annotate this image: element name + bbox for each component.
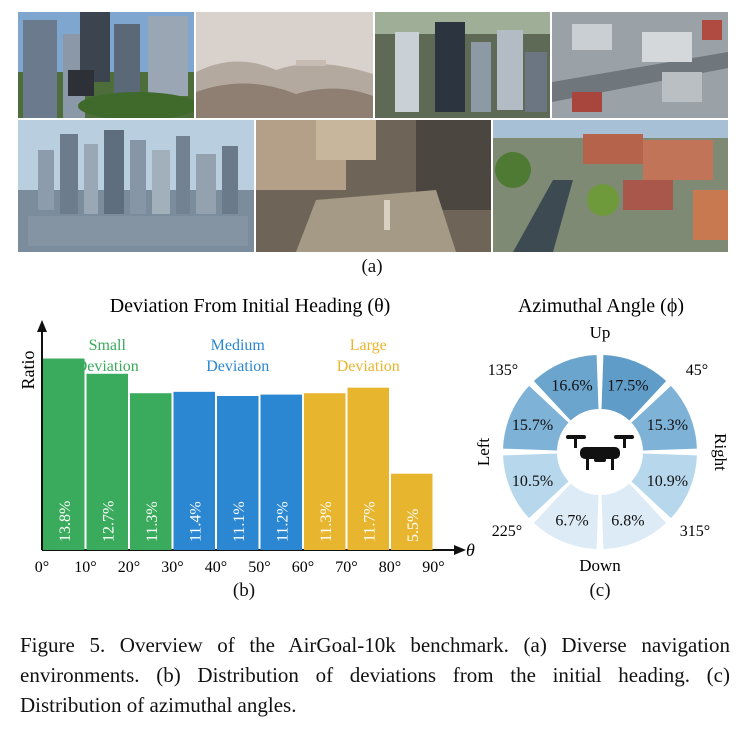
subfigure-label-b: (b) — [232, 580, 256, 601]
azimuth-pie-chart: Azimuthal Angle (ϕ) 16.6% 15.7% 10.5% 6.7% 6… — [474, 295, 730, 575]
bar-value-label: 11.4% — [187, 501, 204, 542]
bar-value-label: 11.7% — [361, 501, 378, 542]
deviation-bar-chart: Deviation From Initial Heading (θ) Ratio… — [18, 295, 475, 576]
photo-city-skyscrapers-park — [18, 12, 194, 118]
angle-label-45: 45° — [686, 362, 708, 379]
environment-photo-collage — [18, 12, 728, 252]
bar-30–40° — [173, 391, 215, 550]
group-label-line2: Deviation — [76, 358, 139, 375]
bar-value-label: 11.2% — [274, 501, 291, 542]
pie-chart-title: Azimuthal Angle (ϕ) — [518, 295, 684, 317]
bar-0–10° — [43, 358, 85, 550]
pie-sector — [601, 483, 667, 549]
photo-city-skyline-haze — [18, 120, 254, 252]
direction-label-up: Up — [590, 323, 611, 342]
direction-label-right: Right — [711, 433, 730, 471]
pie-sector-label: 6.8% — [611, 512, 644, 529]
bar-chart-x-axis-label: θ — [466, 540, 475, 560]
pie-sector — [533, 483, 599, 549]
bar-50–60° — [260, 394, 302, 550]
pie-sector — [503, 453, 569, 519]
subfigure-label-c: (c) — [589, 580, 611, 601]
bar-value-label: 11.1% — [231, 501, 248, 542]
subfigure-label-a: (a) — [361, 256, 383, 277]
x-tick-label: 60° — [292, 559, 314, 576]
bar-chart-y-arrow — [37, 320, 47, 332]
bar-10–20° — [86, 373, 128, 550]
photo-aerial-downtown-towers — [375, 12, 550, 118]
x-tick-label: 20° — [118, 559, 140, 576]
bar-chart-title: Deviation From Initial Heading (θ) — [110, 295, 391, 317]
bar-chart-x-arrow — [454, 545, 466, 555]
bar-value-label: 13.8% — [57, 501, 74, 542]
bar-value-label: 12.7% — [100, 501, 117, 542]
x-tick-label: 50° — [248, 559, 270, 576]
pie-sector-label: 15.7% — [512, 417, 553, 434]
angle-label-225: 225° — [492, 523, 522, 540]
pie-sector — [503, 385, 569, 451]
photo-european-town-trees — [493, 120, 728, 252]
bar-80–90° — [391, 473, 433, 550]
pie-sector — [533, 355, 599, 421]
photo-aerial-highway-district — [552, 12, 728, 118]
bar-chart-y-axis-label: Ratio — [18, 351, 38, 390]
pie-sector — [601, 355, 667, 421]
bar-20–30° — [130, 393, 172, 550]
pie-sector-label: 17.5% — [607, 378, 648, 395]
x-tick-label: 0° — [35, 559, 49, 576]
pie-sector-label: 6.7% — [555, 512, 588, 529]
x-tick-label: 40° — [205, 559, 227, 576]
group-label-line1: Large — [350, 337, 387, 354]
bar-70–80° — [347, 387, 389, 550]
pie-sector-label: 10.5% — [512, 473, 553, 490]
direction-label-left: Left — [474, 438, 493, 467]
bar-40–50° — [217, 395, 259, 550]
group-label-line1: Medium — [211, 337, 266, 354]
group-label-line2: Deviation — [337, 358, 400, 375]
x-tick-label: 30° — [161, 559, 183, 576]
pie-sector — [631, 453, 697, 519]
photo-foggy-mountain-valley — [196, 12, 373, 118]
pie-sector-label: 16.6% — [551, 378, 592, 395]
pie-sector — [631, 385, 697, 451]
photo-plaza-courtyard — [256, 120, 491, 252]
drone-icon — [566, 435, 634, 470]
x-tick-label: 80° — [379, 559, 401, 576]
bar-value-label: 11.3% — [318, 501, 335, 542]
angle-label-135: 135° — [488, 362, 518, 379]
angle-label-315: 315° — [680, 523, 710, 540]
bar-value-label: 11.3% — [144, 501, 161, 542]
x-tick-label: 10° — [74, 559, 96, 576]
direction-label-down: Down — [579, 556, 621, 575]
group-label-line1: Small — [89, 337, 127, 354]
group-label-line2: Deviation — [206, 358, 269, 375]
bar-60–70° — [304, 393, 346, 550]
x-tick-label: 70° — [335, 559, 357, 576]
bar-value-label: 5.5% — [405, 509, 422, 542]
pie-sector-label: 15.3% — [647, 417, 688, 434]
figure-caption: Figure 5. Overview of the AirGoal-10k be… — [20, 633, 730, 717]
x-tick-label: 90° — [422, 559, 444, 576]
pie-sector-label: 10.9% — [647, 473, 688, 490]
